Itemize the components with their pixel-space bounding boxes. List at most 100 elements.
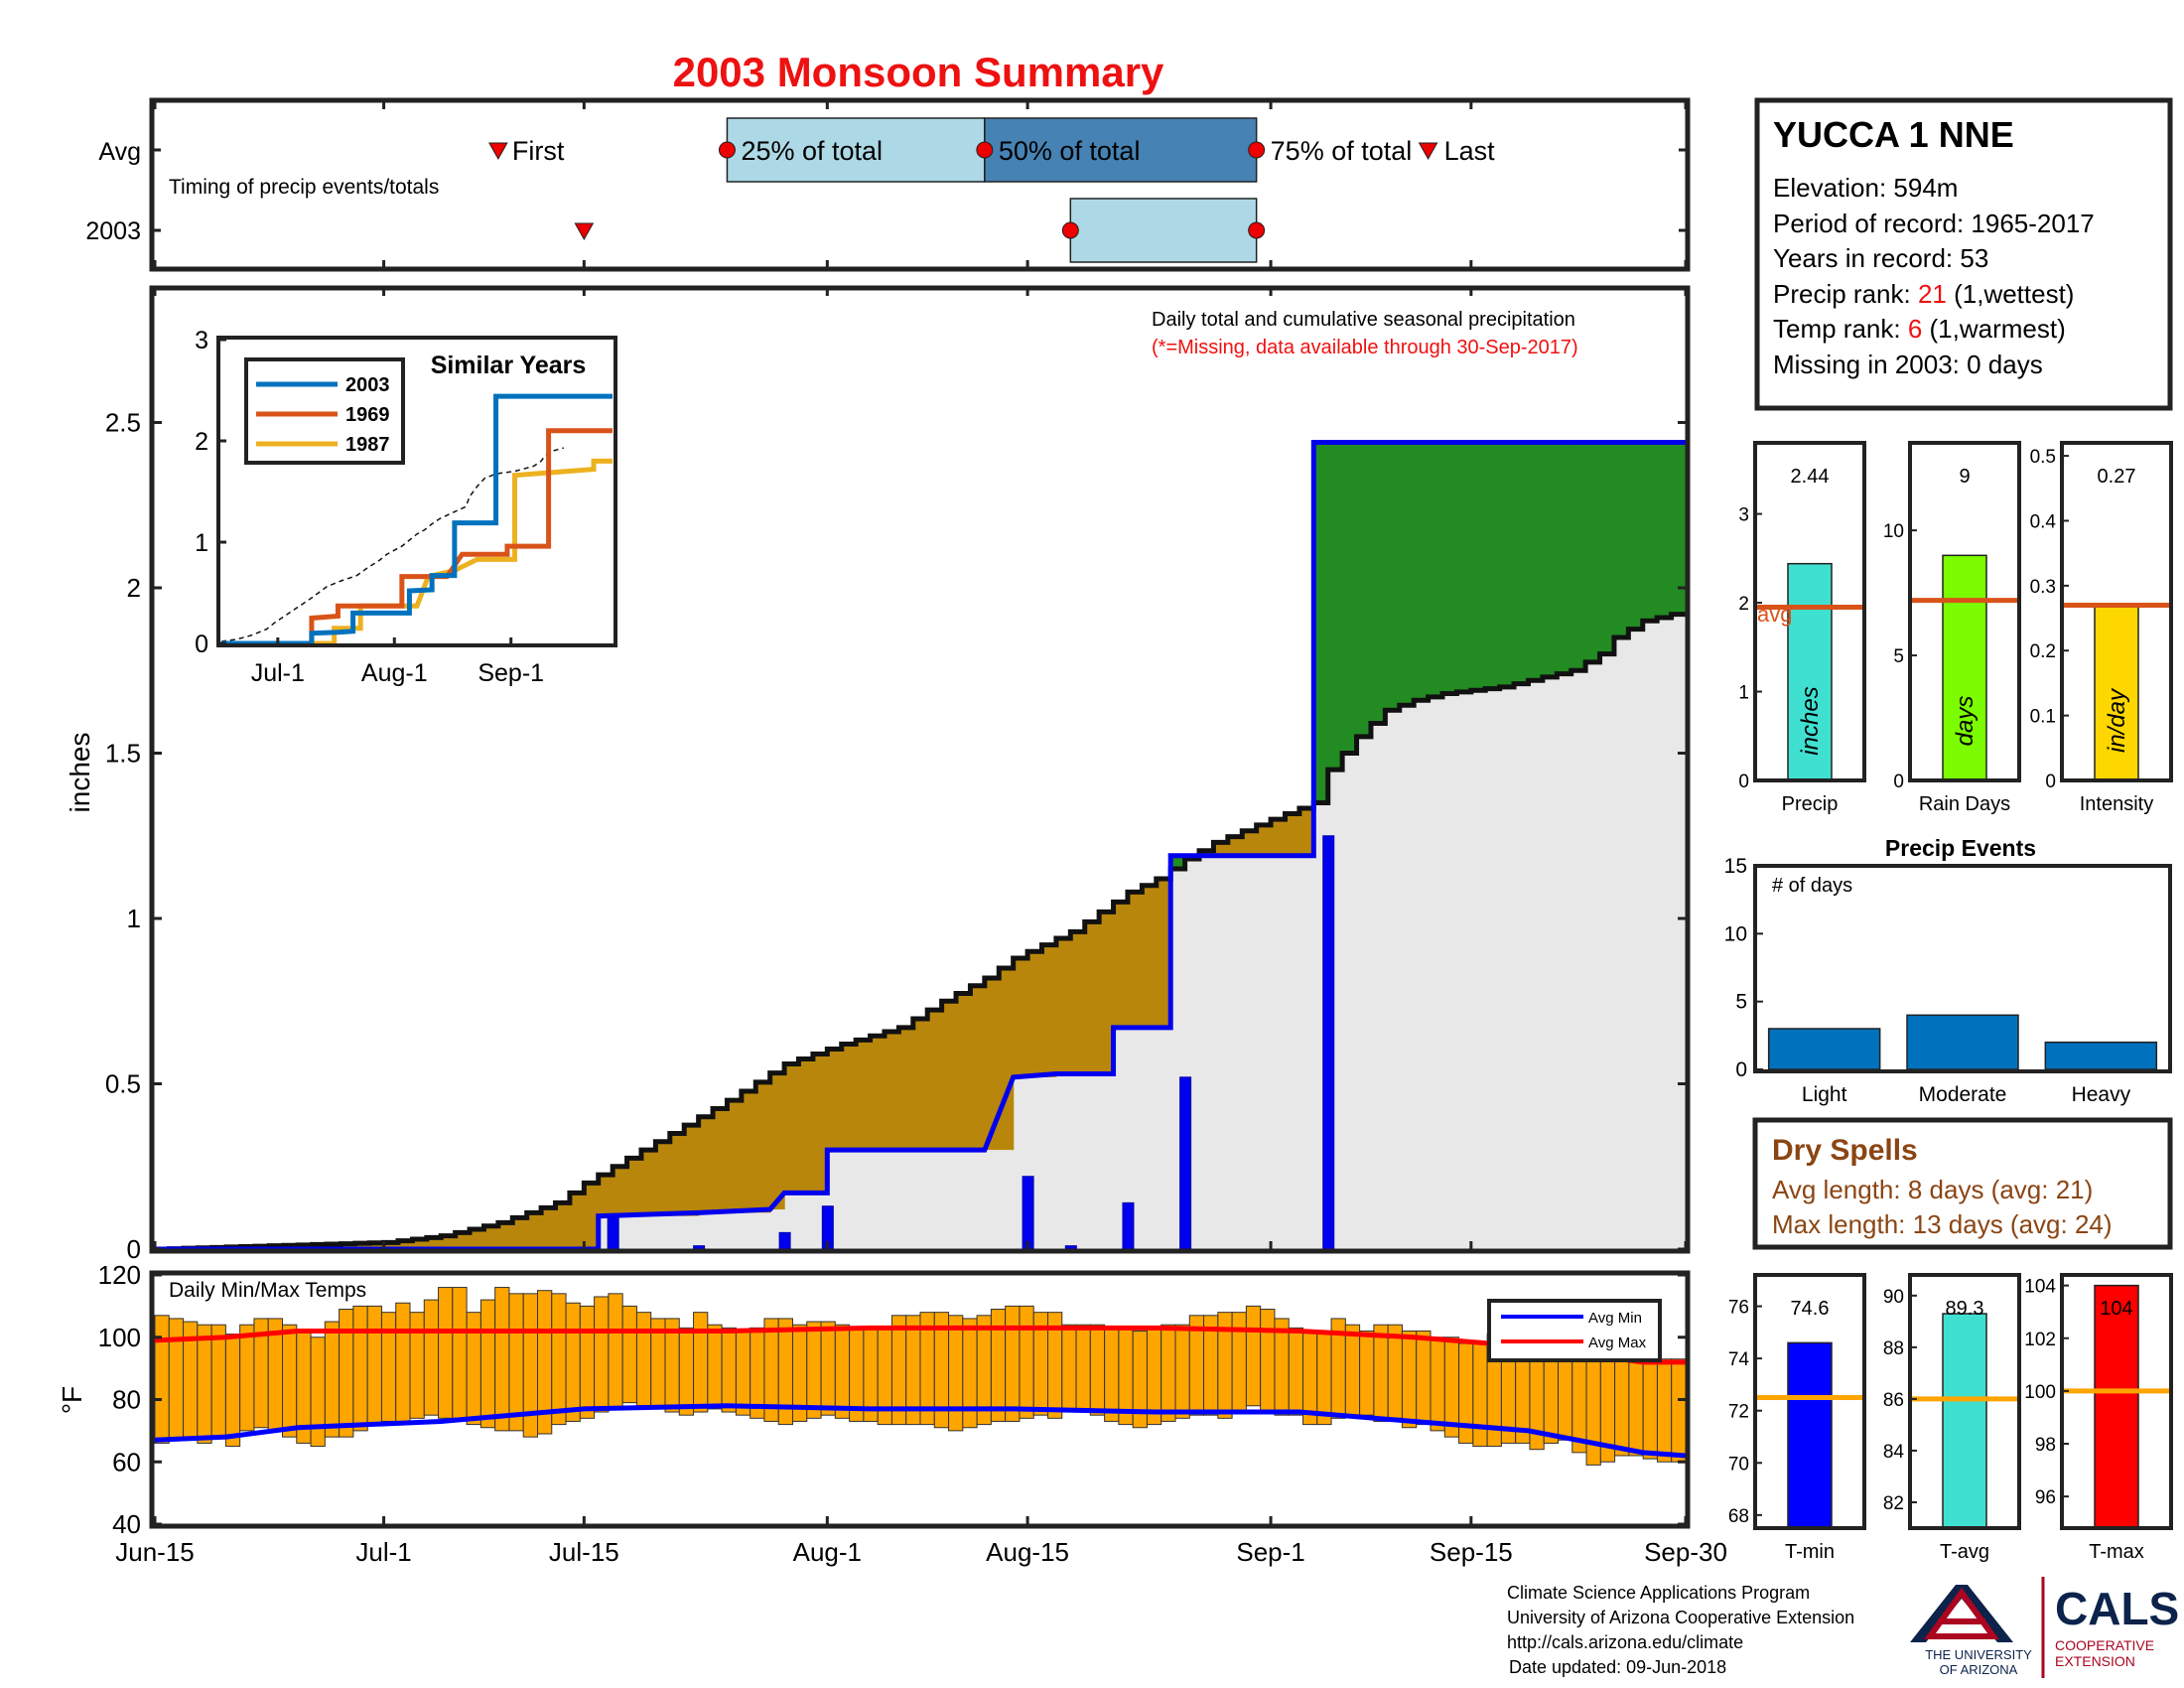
surplus-area xyxy=(1585,442,1601,662)
deficit-area xyxy=(626,1158,642,1216)
deficit-area xyxy=(884,1032,899,1151)
timing-panel: Avg 2003 Timing of precip events/totals … xyxy=(85,97,1691,272)
daily-temp-range-bar xyxy=(366,1305,382,1426)
station-precip-rank: Precip rank: 21 (1,wettest) xyxy=(1773,279,2074,309)
deficit-area xyxy=(455,1232,471,1249)
precip-stat-ytick-label: 3 xyxy=(1738,505,1749,526)
precip-missing-note: (*=Missing, data available through 30-Se… xyxy=(1152,337,1578,358)
timing-row-2003-label: 2003 xyxy=(85,217,141,245)
raindays-stat-chart: 0 5 10 9 Rain Days days xyxy=(1883,441,2021,815)
deficit-area xyxy=(569,1193,585,1249)
intensity-stat-label: Intensity xyxy=(2080,793,2153,815)
daily-temp-range-bar xyxy=(1543,1348,1559,1444)
raindays-stat-ytick-label: 10 xyxy=(1883,521,1904,542)
daily-temp-range-bar xyxy=(693,1312,709,1413)
intensity-stat-value: 0.27 xyxy=(2098,466,2136,488)
daily-temp-range-bar xyxy=(339,1309,354,1438)
legend-avg-max: Avg Max xyxy=(1588,1335,1647,1351)
footer-program: Climate Science Applications Program xyxy=(1507,1583,1810,1603)
temp-ytick-label: 100 xyxy=(98,1323,141,1352)
precip-ylabel: inches xyxy=(65,733,95,813)
daily-temp-range-bar xyxy=(1019,1305,1034,1419)
surplus-area xyxy=(1442,442,1458,694)
avg-last-marker xyxy=(1418,142,1438,161)
timing-panel-frame xyxy=(149,97,1691,272)
surplus-area xyxy=(1356,442,1372,737)
surplus-area xyxy=(1628,442,1644,630)
daily-temp-range-bar xyxy=(1160,1324,1176,1422)
legend-avg-min: Avg Min xyxy=(1588,1310,1642,1327)
deficit-area xyxy=(1113,902,1129,1028)
raindays-stat-unit: days xyxy=(1952,696,1979,747)
raindays-stat-bar xyxy=(1942,554,1987,781)
precip-stat-ytick-label: 1 xyxy=(1738,683,1749,704)
deficit-area xyxy=(1256,824,1272,856)
deficit-area xyxy=(369,1242,385,1249)
event-category-label: Moderate xyxy=(1919,1083,2007,1106)
station-period: Period of record: 1965-2017 xyxy=(1773,209,2095,238)
daily-temp-range-bar xyxy=(1671,1358,1687,1463)
daily-temp-range-bar xyxy=(1288,1327,1303,1416)
inset-xtick-label: Jul-1 xyxy=(251,659,305,687)
tmin-stat-frame xyxy=(1753,1273,1866,1530)
year-75-marker xyxy=(1248,221,1266,239)
events-ytick-label: 15 xyxy=(1724,855,1747,878)
daily-temp-range-bar xyxy=(197,1324,212,1444)
daily-precip-bar xyxy=(1122,1201,1135,1250)
daily-temp-range-bar xyxy=(721,1327,737,1413)
deficit-area xyxy=(1084,921,1100,1074)
daily-temp-range-bar xyxy=(1005,1305,1021,1422)
temp-panel-label: Daily Min/Max Temps xyxy=(169,1279,366,1302)
daily-temp-range-bar xyxy=(1344,1324,1361,1416)
deficit-area xyxy=(798,1058,814,1194)
daily-temp-range-bar xyxy=(1089,1324,1106,1416)
precip-ytick-label: 2.5 xyxy=(105,408,141,438)
raindays-stat-ytick-label: 5 xyxy=(1893,646,1904,667)
deficit-area xyxy=(1142,885,1158,1028)
cals-coop-line2: EXTENSION xyxy=(2055,1653,2135,1669)
dry-spells-box: Dry Spells Avg length: 8 days (avg: 21) … xyxy=(1752,1117,2173,1250)
tavg-stat-value: 89.3 xyxy=(1946,1298,1984,1320)
avg-50-marker xyxy=(976,141,994,159)
avg-25-50-band xyxy=(726,117,986,183)
deficit-area xyxy=(1227,836,1243,856)
daily-temp-range-bar xyxy=(1642,1358,1658,1460)
deficit-area xyxy=(769,1072,785,1210)
surplus-area xyxy=(1528,442,1544,681)
footer-date: Date updated: 09-Jun-2018 xyxy=(1509,1657,1726,1677)
dry-spells-max: Max length: 13 days (avg: 24) xyxy=(1772,1209,2113,1239)
inset-frame xyxy=(216,336,617,647)
x-axis-tick-label: Sep-1 xyxy=(1236,1537,1304,1567)
temp-ytick-label: 60 xyxy=(112,1447,141,1477)
deficit-area xyxy=(727,1100,743,1213)
deficit-area xyxy=(841,1044,857,1151)
deficit-area xyxy=(470,1229,485,1249)
timing-p50-label: 50% of total xyxy=(999,136,1141,166)
x-axis-tick-label: Sep-30 xyxy=(1644,1537,1727,1567)
similar-years-inset: Similar Years 2003 1969 1987 0 1 2 3 Jul-1 Aug-… xyxy=(195,327,617,687)
daily-temp-range-bar xyxy=(1614,1351,1630,1457)
tavg-stat-chart: 82 84 86 88 90 89.3 T-avg xyxy=(1883,1273,2021,1563)
inset-legend-label: 1969 xyxy=(345,404,390,426)
daily-temp-range-bar xyxy=(806,1321,822,1419)
deficit-area xyxy=(898,1027,914,1151)
raindays-stat-value: 9 xyxy=(1959,466,1970,488)
daily-temp-range-bar xyxy=(707,1324,723,1410)
station-name: YUCCA 1 NNE xyxy=(1773,114,2014,155)
timing-last-label: Last xyxy=(1444,136,1496,166)
station-info-box: YUCCA 1 NNE Elevation: 594m Period of re… xyxy=(1754,97,2173,411)
tmin-stat-value: 74.6 xyxy=(1791,1298,1830,1320)
x-axis-tick-label: Aug-1 xyxy=(793,1537,862,1567)
daily-temp-range-bar xyxy=(735,1330,751,1416)
raindays-stat-frame xyxy=(1908,441,2021,782)
raindays-stat-ytick-label: 0 xyxy=(1893,772,1904,792)
deficit-area xyxy=(1041,944,1057,1077)
daily-precip-bar xyxy=(607,1215,619,1250)
inset-xtick-label: Aug-1 xyxy=(361,659,428,687)
year-50-marker xyxy=(1061,221,1079,239)
temp-legend: Avg Min Avg Max xyxy=(1487,1299,1662,1362)
surplus-area xyxy=(1657,442,1673,618)
daily-temp-range-bar xyxy=(565,1302,581,1422)
daily-temp-range-bar xyxy=(154,1315,170,1444)
